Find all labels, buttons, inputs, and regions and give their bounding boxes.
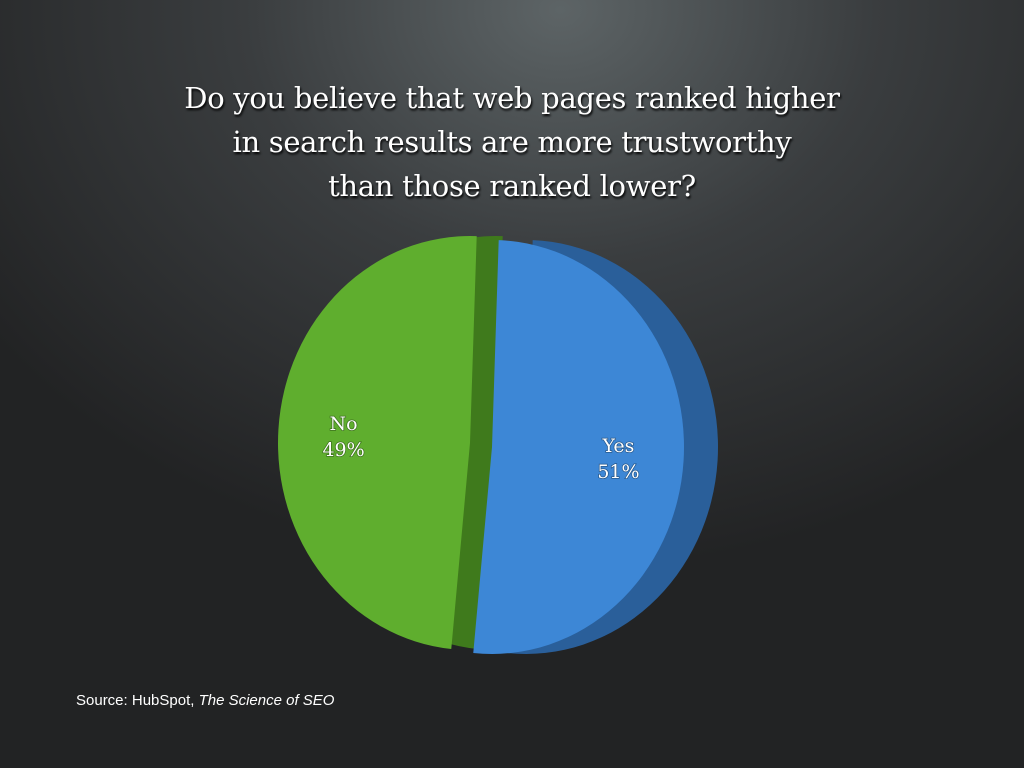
title-line: than those ranked lower? (328, 169, 696, 203)
chart-title: Do you believe that web pages ranked hig… (0, 76, 1024, 208)
source-work: The Science of SEO (198, 692, 335, 709)
pie-slice-no (278, 236, 477, 650)
title-line: in search results are more trustworthy (232, 125, 792, 159)
slice-label: No (330, 413, 358, 435)
slice-value-label: 51% (597, 461, 639, 483)
pie-slice-yes (473, 240, 684, 654)
slice-value-label: 49% (322, 439, 364, 461)
title-line: Do you believe that web pages ranked hig… (184, 81, 840, 115)
source-prefix: Source: HubSpot, (76, 692, 199, 709)
slice-label: Yes (601, 435, 634, 457)
source-note: Source: HubSpot, The Science of SEO (76, 692, 334, 709)
